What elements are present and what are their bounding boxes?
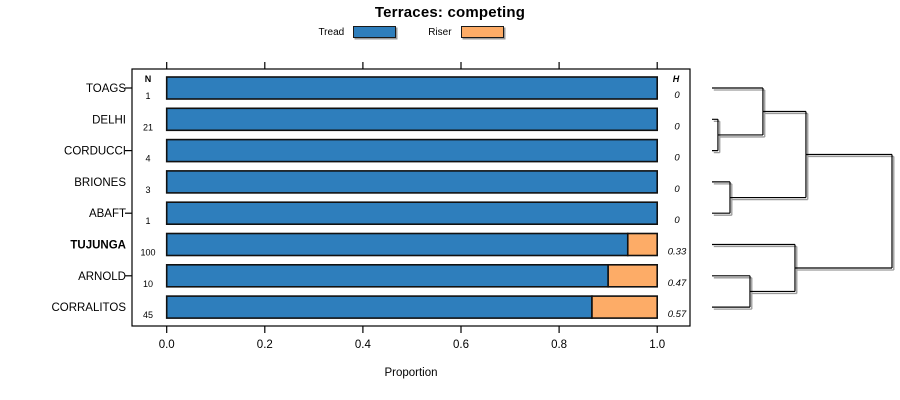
category-label: ABAFT (89, 208, 126, 220)
bar-segment-riser (591, 295, 659, 319)
h-value: 0.47 (668, 278, 687, 289)
bar-segment-riser (626, 232, 659, 257)
x-tick-label: 1.0 (649, 339, 665, 351)
n-value: 100 (140, 248, 155, 258)
category-label: CORRALITOS (51, 302, 126, 314)
legend-item-tread: Tread (318, 26, 397, 38)
n-column-header: N (145, 74, 152, 84)
bar-segment-tread (165, 295, 593, 319)
legend-item-riser: Riser (428, 26, 504, 38)
n-value: 1 (145, 216, 150, 226)
x-axis-label: Proportion (384, 367, 437, 379)
n-value: 4 (145, 154, 150, 164)
n-value: 1 (145, 91, 150, 101)
n-value: 10 (143, 279, 153, 289)
category-label: TOAGS (86, 83, 126, 95)
chart-title: Terraces: competing (374, 4, 526, 21)
dendrogram-shadow (713, 89, 895, 310)
n-value: 3 (145, 185, 150, 195)
h-value: 0 (674, 184, 680, 195)
legend-swatch-riser (460, 26, 504, 38)
legend-label-riser: Riser (428, 26, 452, 38)
bar-segment-tread (165, 232, 629, 257)
h-value: 0 (674, 153, 680, 164)
legend-swatch-tread (353, 26, 397, 38)
h-value: 0 (674, 215, 680, 226)
bar-segment-tread (165, 263, 609, 288)
x-tick-label: 0.4 (355, 339, 372, 351)
category-label: TUJUNGA (70, 240, 126, 252)
x-tick-label: 0.6 (453, 339, 469, 351)
h-value: 0.57 (668, 309, 687, 320)
bar-segment-tread (165, 170, 658, 194)
bar-segment-tread (165, 107, 658, 132)
category-label: DELHI (92, 114, 126, 126)
x-tick-label: 0.8 (551, 339, 567, 351)
legend-label-tread: Tread (318, 26, 345, 38)
h-value: 0.33 (668, 247, 687, 258)
x-tick-label: 0.0 (159, 339, 175, 351)
plot-frame (131, 68, 691, 327)
h-column-header: H (673, 74, 680, 84)
bar-segment-tread (165, 138, 658, 163)
category-label: CORDUCCI (64, 146, 126, 158)
n-value: 21 (143, 122, 153, 132)
bar-segment-riser (607, 263, 659, 288)
h-value: 0 (674, 90, 680, 101)
dendrogram (712, 87, 893, 308)
x-tick-label: 0.2 (257, 339, 273, 351)
bar-segment-tread (165, 201, 658, 225)
legend: Tread Riser (132, 25, 690, 39)
bar-segment-tread (165, 76, 658, 100)
h-value: 0 (674, 121, 680, 132)
n-value: 45 (143, 310, 153, 320)
category-label: ARNOLD (78, 271, 126, 283)
category-label: BRIONES (74, 177, 126, 189)
